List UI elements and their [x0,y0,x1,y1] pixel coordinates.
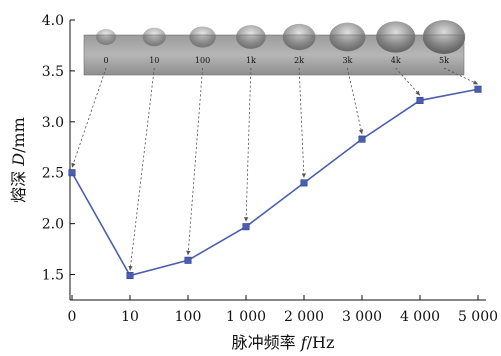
x-tick-label: 3 000 [342,309,382,325]
leader-line [395,67,421,96]
leader-arrowhead [301,173,306,178]
leader-line [347,67,363,135]
leader-lines [71,67,479,271]
leader-line [187,67,203,256]
series-line [71,88,479,277]
inset-label: 3k [342,56,352,65]
weld-spot [189,26,216,48]
inset-label: 10 [149,56,159,65]
leader-arrowhead [473,80,478,85]
inset-label: 1k [246,56,256,65]
leader-line [129,67,155,271]
leader-line [298,67,305,178]
inset-photo: 0 10 100 1k 2k 3k 4k 5k [83,20,466,76]
inset-frame [83,34,465,76]
leader-arrowhead [186,250,191,256]
y-tick-label: 1.5 [42,268,64,284]
inset-labels: 0 10 100 1k 2k 3k 4k 5k [103,56,449,65]
leader-arrowhead [358,129,364,135]
data-point [474,85,482,93]
leader-arrowhead [128,265,133,271]
x-ticks: 0 10 100 1 000 2 000 3 000 4 000 5 000 [68,295,498,325]
data-point [358,135,366,143]
weld-spot [422,20,466,54]
weld-spot [329,22,366,52]
x-tick-label: 2 000 [284,309,324,325]
weld-spot [282,23,316,51]
y-ticks: 1.5 2.0 2.5 3.0 3.5 4.0 [42,13,75,284]
y-tick-label: 3.0 [42,115,64,131]
x-tick-label: 0 [68,309,77,325]
inset-label: 5k [439,56,449,65]
leader-line [245,67,252,222]
weld-spot [96,29,116,45]
y-tick-label: 2.0 [42,217,64,233]
leader-arrowhead [415,90,420,96]
leader-line [71,67,107,168]
leader-line [443,67,479,85]
data-point [68,169,76,177]
weld-spot [376,21,416,53]
inset-label: 0 [103,56,108,65]
x-tick-label: 1 000 [226,309,266,325]
x-tick-label: 4 000 [400,309,440,325]
x-axis-title: 脉冲频率 f/Hz [232,333,335,352]
weld-spot [142,27,166,47]
y-tick-label: 4.0 [42,13,64,29]
inset-label: 4k [391,56,401,65]
x-tick-label: 10 [121,309,139,325]
data-point [184,256,192,264]
leader-arrowhead [71,162,76,168]
inset-label: 2k [294,56,304,65]
data-point [300,179,308,187]
inset-spots [96,20,466,54]
y-axis-title: 熔深 D/mm [9,117,28,203]
markers [68,85,482,280]
leader-arrowhead [243,217,249,222]
inset-label: 100 [195,56,210,65]
y-tick-label: 2.5 [42,166,64,182]
weld-spot [236,25,266,49]
data-point [126,272,134,280]
x-tick-label: 100 [175,309,202,325]
data-point [242,223,250,231]
x-tick-label: 5 000 [458,309,498,325]
data-point [416,96,424,104]
y-tick-label: 3.5 [42,64,64,80]
